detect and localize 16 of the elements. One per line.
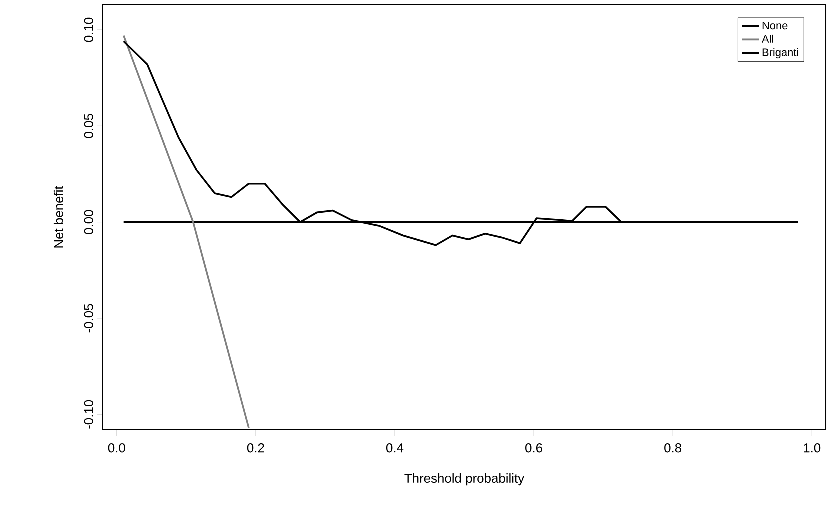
y-axis-title: Net benefit (54, 186, 64, 248)
y-tick-label: 0.00 (84, 210, 94, 234)
x-axis-title: Threshold probability (404, 474, 525, 486)
y-tick-label: 0.05 (84, 114, 94, 138)
y-tick-label: 0.10 (84, 18, 94, 42)
y-tick-label: -0.05 (84, 304, 94, 333)
y-tick-label: -0.10 (84, 400, 94, 429)
legend-label: All (762, 34, 774, 43)
x-tick-label: 0.8 (664, 444, 682, 453)
x-tick-label: 0.2 (247, 444, 264, 453)
x-tick-label: 1.0 (804, 444, 821, 453)
legend-label: Briganti (762, 48, 798, 59)
x-tick-label: 0.4 (386, 444, 404, 453)
x-tick-label: 0.0 (108, 444, 126, 453)
x-tick-label: 0.6 (526, 444, 542, 453)
legend-label: None (762, 22, 788, 30)
